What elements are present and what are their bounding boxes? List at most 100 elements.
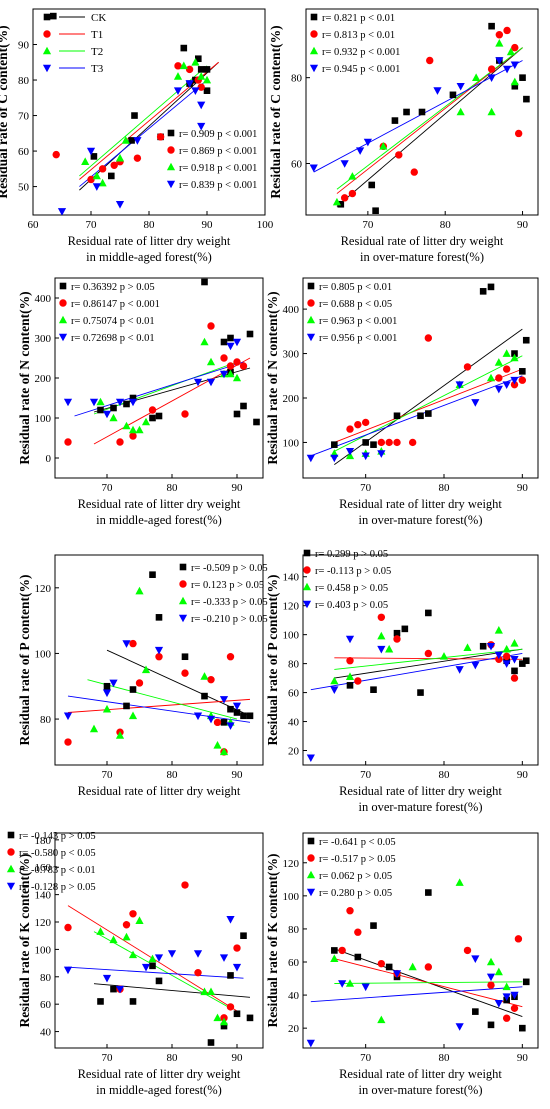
stat-text: r= 0.821 p < 0.01 <box>322 13 395 24</box>
data-point-T1 <box>148 406 157 414</box>
data-point-T3 <box>122 640 131 648</box>
data-point-CK <box>227 334 234 342</box>
plot-area <box>63 571 254 756</box>
stat-marker-T1 <box>307 854 315 862</box>
y-tick-label: 40 <box>40 1027 52 1039</box>
x-tick-label: 80 <box>440 219 452 231</box>
data-point-T2 <box>213 741 222 749</box>
data-point-T2 <box>377 1015 386 1024</box>
x-tick-label: 90 <box>232 769 244 781</box>
data-point-T3 <box>115 398 125 407</box>
y-tick-label: 100 <box>283 630 300 642</box>
x-axis-label: in middle-aged forest(%) <box>96 513 222 527</box>
stat-marker-T3 <box>309 64 319 73</box>
data-point-T1 <box>87 175 95 184</box>
stat-text: r= 0.86147 p < 0.001 <box>71 299 160 310</box>
data-point-T1 <box>174 62 182 70</box>
data-point-T3 <box>345 448 355 456</box>
plot-area <box>50 12 219 215</box>
data-point-CK <box>201 278 208 286</box>
data-point-T2 <box>197 72 206 80</box>
data-point-T2 <box>202 75 212 84</box>
data-point-T3 <box>102 974 112 983</box>
x-axis-label: in over-mature forest(%) <box>359 800 483 814</box>
data-point-CK <box>417 689 424 696</box>
data-point-T3 <box>356 147 365 155</box>
data-point-T2 <box>173 72 183 80</box>
data-point-T3 <box>102 410 112 419</box>
stat-text: r= -0.143 p > 0.05 <box>19 831 96 842</box>
x-axis-label: Residual rate of litter dry weight <box>339 784 502 798</box>
data-point-T2 <box>81 157 90 166</box>
data-point-T1 <box>239 362 248 370</box>
stat-text: r= 0.72698 p < 0.01 <box>71 333 155 344</box>
x-tick-label: 70 <box>86 219 98 231</box>
data-point-T3 <box>495 57 504 65</box>
data-point-T2 <box>332 197 342 206</box>
data-point-T3 <box>193 378 203 387</box>
data-point-T1 <box>424 649 433 658</box>
data-point-CK <box>233 709 241 716</box>
x-tick-label: 80 <box>167 769 179 781</box>
y-tick-label: 180 <box>35 835 52 847</box>
stat-marker-T1 <box>59 299 67 307</box>
y-tick-label: 100 <box>35 944 52 956</box>
x-tick-label: 70 <box>360 482 372 494</box>
data-point-T3 <box>141 963 151 972</box>
plot-frame <box>302 832 539 1049</box>
fit-line-CK <box>336 47 523 207</box>
data-point-CK <box>385 963 393 971</box>
data-point-T1 <box>495 31 504 39</box>
data-point-CK <box>391 117 399 124</box>
data-point-T3 <box>306 454 315 463</box>
data-point-T1 <box>213 718 222 727</box>
data-point-T1 <box>393 438 401 447</box>
plot-frame <box>305 8 539 216</box>
chart-c-over: 70 80 90 60 80 Residual rate of litter dry we… <box>268 8 539 264</box>
data-point-CK <box>207 1039 215 1046</box>
data-point-T3 <box>471 399 480 407</box>
data-point-CK <box>108 172 115 180</box>
data-point-CK <box>519 74 526 81</box>
data-point-T1 <box>502 652 511 661</box>
data-point-T3 <box>377 450 386 458</box>
y-axis-label: Residual rate of N content(%) <box>17 291 32 464</box>
data-point-CK <box>488 22 495 30</box>
y-axis-label: Residual rate of K content(%) <box>17 854 32 1028</box>
data-point-CK <box>201 692 208 700</box>
data-point-T3 <box>494 651 503 660</box>
data-point-T1 <box>514 129 523 138</box>
fit-line-T1 <box>334 368 523 443</box>
data-point-T3 <box>455 666 464 674</box>
data-point-T1 <box>377 438 386 447</box>
data-point-T3 <box>115 201 125 209</box>
data-point-CK <box>487 283 495 291</box>
y-tick-label: 50 <box>18 182 30 194</box>
y-tick-label: 60 <box>40 999 52 1011</box>
data-point-T2 <box>122 421 131 430</box>
data-point-T1 <box>133 154 142 162</box>
data-point-T1 <box>385 438 393 447</box>
data-point-T3 <box>185 80 194 88</box>
data-point-T1 <box>395 151 403 159</box>
data-point-T3 <box>219 696 229 704</box>
x-tick-label: 90 <box>517 219 529 231</box>
data-point-CK <box>197 66 205 73</box>
y-tick-label: 80 <box>288 924 300 936</box>
data-point-CK <box>523 95 530 103</box>
data-point-T2 <box>92 171 101 180</box>
data-point-T3 <box>206 715 216 724</box>
data-point-T2 <box>408 962 417 971</box>
y-axis-label: Residual rate of C content(%) <box>0 25 10 198</box>
stat-text: r= -0.641 p < 0.05 <box>319 837 396 848</box>
fit-line-CK <box>334 648 523 679</box>
data-point-T3 <box>510 655 519 664</box>
y-tick-label: 80 <box>18 75 30 87</box>
data-point-T2 <box>486 373 496 382</box>
stat-marker-T1 <box>303 566 311 574</box>
data-point-T1 <box>487 65 496 73</box>
stat-text: r= 0.299 p > 0.05 <box>315 549 388 560</box>
data-point-CK <box>393 412 401 420</box>
x-tick-label: 100 <box>257 219 274 231</box>
data-point-CK <box>123 702 130 710</box>
